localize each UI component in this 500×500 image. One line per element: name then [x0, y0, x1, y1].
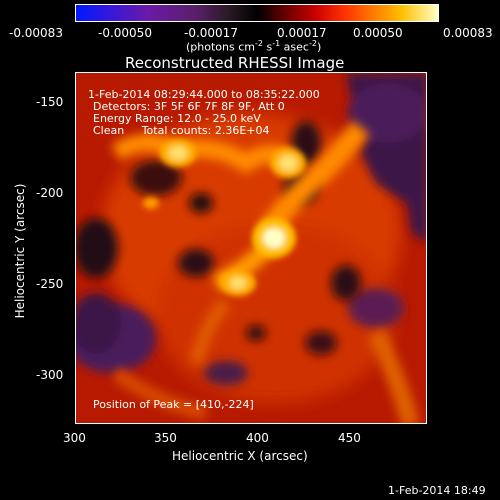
x-axis-label: Heliocentric X (arcsec) [172, 449, 308, 463]
rhessi-image: 1-Feb-2014 08:29:44.000 to 08:35:22.000 … [75, 72, 427, 424]
y-tick: -300 [36, 368, 64, 382]
x-tick: 400 [246, 431, 269, 445]
colorbar-tick: -0.00083 [9, 26, 63, 40]
detectors-text: Detectors: 3F 5F 6F 7F 8F 9F, Att 0 [93, 100, 285, 113]
time-range-text: 1-Feb-2014 08:29:44.000 to 08:35:22.000 [88, 88, 320, 101]
y-tick: -200 [36, 186, 64, 200]
colorbar-tick: -0.00017 [184, 26, 238, 40]
colorbar-units: (photons cm-2 s-1 asec-2) [186, 39, 322, 54]
colorbar-tick: 0.00017 [277, 26, 327, 40]
x-tick: 300 [63, 431, 86, 445]
x-tick: 450 [338, 431, 361, 445]
x-tick: 350 [154, 431, 177, 445]
rhessi-heatmap [76, 73, 426, 423]
y-tick: -150 [36, 95, 64, 109]
energy-range-text: Energy Range: 12.0 - 25.0 keV [93, 112, 261, 125]
y-axis-label: Heliocentric Y (arcsec) [13, 183, 27, 319]
plot-title: Reconstructed RHESSI Image [125, 54, 345, 72]
clean-counts-text: Clean Total counts: 2.36E+04 [93, 124, 270, 137]
colorbar [75, 4, 439, 22]
generated-timestamp: 1-Feb-2014 18:49 [388, 484, 486, 497]
colorbar-tick: 0.00083 [443, 26, 493, 40]
colorbar-tick: 0.00050 [353, 26, 403, 40]
colorbar-tick: -0.00050 [98, 26, 152, 40]
peak-position-text: Position of Peak = [410,-224] [93, 398, 254, 411]
y-tick: -250 [36, 277, 64, 291]
